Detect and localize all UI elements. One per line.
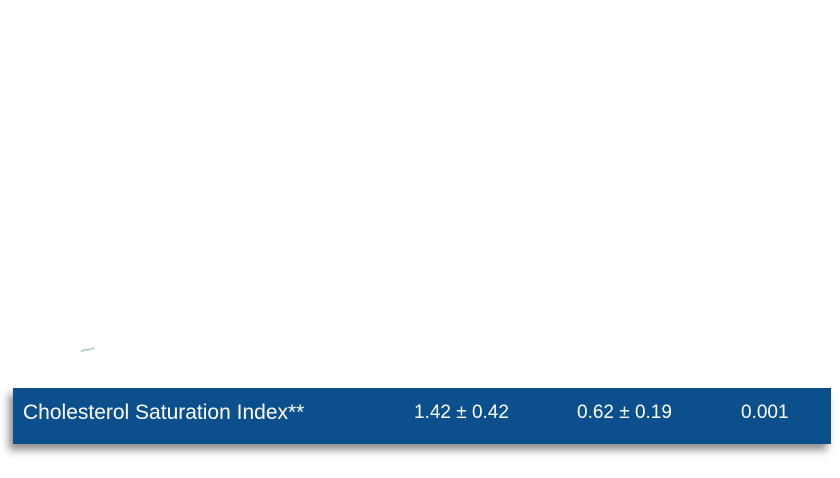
group1-value-cell: 1.42 ± 0.42	[414, 402, 509, 423]
table-row: Cholesterol Saturation Index** 1.42 ± 0.…	[13, 388, 831, 444]
group2-value-cell: 0.62 ± 0.19	[577, 402, 672, 423]
row-label-cell: Cholesterol Saturation Index**	[23, 401, 305, 424]
stray-mark	[80, 347, 95, 353]
p-value-cell: 0.001	[741, 402, 789, 423]
